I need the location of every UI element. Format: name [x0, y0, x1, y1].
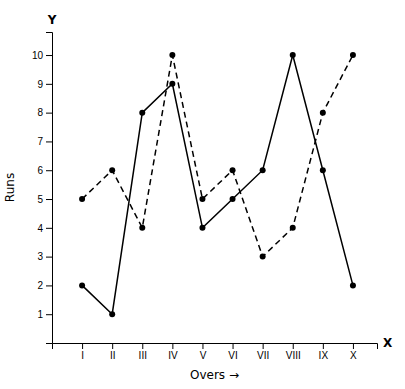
tick-label: VI [228, 350, 237, 361]
point [79, 196, 85, 202]
line [82, 55, 353, 257]
y-axis-title: Runs [3, 173, 17, 202]
point [139, 110, 145, 116]
point [350, 282, 356, 288]
tick-label: 3 [37, 251, 43, 262]
x-axis: IIIIIIIVVVIVIIVIIIIXX [53, 343, 378, 361]
tick-label: 8 [37, 107, 43, 118]
tick: VI [228, 343, 237, 361]
point [290, 225, 296, 231]
tick-mark [46, 257, 52, 258]
tick: X [350, 343, 357, 361]
tick-mark [46, 314, 52, 315]
tick-label: 4 [37, 223, 43, 234]
point [169, 81, 175, 87]
tick-label: 9 [37, 79, 43, 90]
y-axis: 1 2 3 4 5 6 7 8 9 10 [32, 33, 53, 344]
tick-label: III [139, 350, 147, 361]
tick: 5 [37, 194, 52, 205]
series [79, 52, 356, 260]
point [290, 52, 296, 58]
tick-mark [263, 343, 264, 349]
tick-mark [112, 343, 113, 349]
tick-label: 6 [37, 165, 43, 176]
annotation: X [383, 336, 393, 350]
x-axis-title: Overs → [190, 368, 239, 382]
tick-label: X [350, 350, 357, 361]
point [230, 196, 236, 202]
chart: IIIIIIIVVVIVIIVIIIIXX12345678910Overs →R… [0, 0, 405, 389]
tick-mark [46, 141, 52, 142]
tick: 10 [32, 50, 52, 61]
tick-label: IV [168, 350, 178, 361]
tick-label: 2 [37, 280, 43, 291]
tick: V [200, 343, 207, 361]
plot: IIIIIIIVVVIVIIVIIIIXX12345678910 [32, 33, 378, 362]
point [260, 254, 266, 260]
tick-label: I [81, 350, 84, 361]
tick: 3 [37, 251, 52, 262]
tick-mark [46, 285, 52, 286]
point [320, 167, 326, 173]
axis-line [46, 33, 53, 344]
tick-mark [323, 343, 324, 349]
tick-label: V [200, 350, 207, 361]
tick-mark [293, 343, 294, 349]
tick: II [110, 343, 116, 361]
tick-label: 7 [37, 136, 43, 147]
point [260, 167, 266, 173]
tick: VIII [286, 343, 301, 361]
tick: 1 [37, 309, 52, 320]
tick-mark [202, 343, 203, 349]
tick-label: VII [257, 350, 269, 361]
tick-mark [172, 343, 173, 349]
tick-mark [46, 84, 52, 85]
series [79, 52, 356, 317]
annotation: Y [47, 13, 57, 27]
tick: 8 [37, 107, 52, 118]
tick-label: VIII [286, 350, 301, 361]
point [199, 196, 205, 202]
tick-mark [233, 343, 234, 349]
tick-mark [46, 170, 52, 171]
tick: IX [319, 343, 329, 361]
tick-label: II [110, 350, 116, 361]
point [199, 225, 205, 231]
tick-mark [46, 199, 52, 200]
tick: I [81, 343, 84, 361]
tick-mark [46, 113, 52, 114]
point [109, 167, 115, 173]
point [320, 110, 326, 116]
tick-label: IX [319, 350, 329, 361]
marks [79, 52, 356, 317]
tick-label: 10 [32, 50, 44, 61]
point [109, 311, 115, 317]
tick-label: 1 [37, 309, 43, 320]
point [169, 52, 175, 58]
tick: III [139, 343, 147, 361]
tick-mark [353, 343, 354, 349]
axis-line [53, 344, 378, 350]
tick-mark [82, 343, 83, 349]
point [230, 167, 236, 173]
tick-label: 5 [37, 194, 43, 205]
tick: 7 [37, 136, 52, 147]
tick: 9 [37, 79, 52, 90]
tick-mark [142, 343, 143, 349]
tick: 4 [37, 223, 52, 234]
line [82, 55, 353, 314]
point [350, 52, 356, 58]
point [79, 282, 85, 288]
tick-mark [46, 55, 52, 56]
tick-mark [46, 228, 52, 229]
tick: IV [168, 343, 178, 361]
tick: VII [257, 343, 269, 361]
point [139, 225, 145, 231]
tick: 2 [37, 280, 52, 291]
tick: 6 [37, 165, 52, 176]
